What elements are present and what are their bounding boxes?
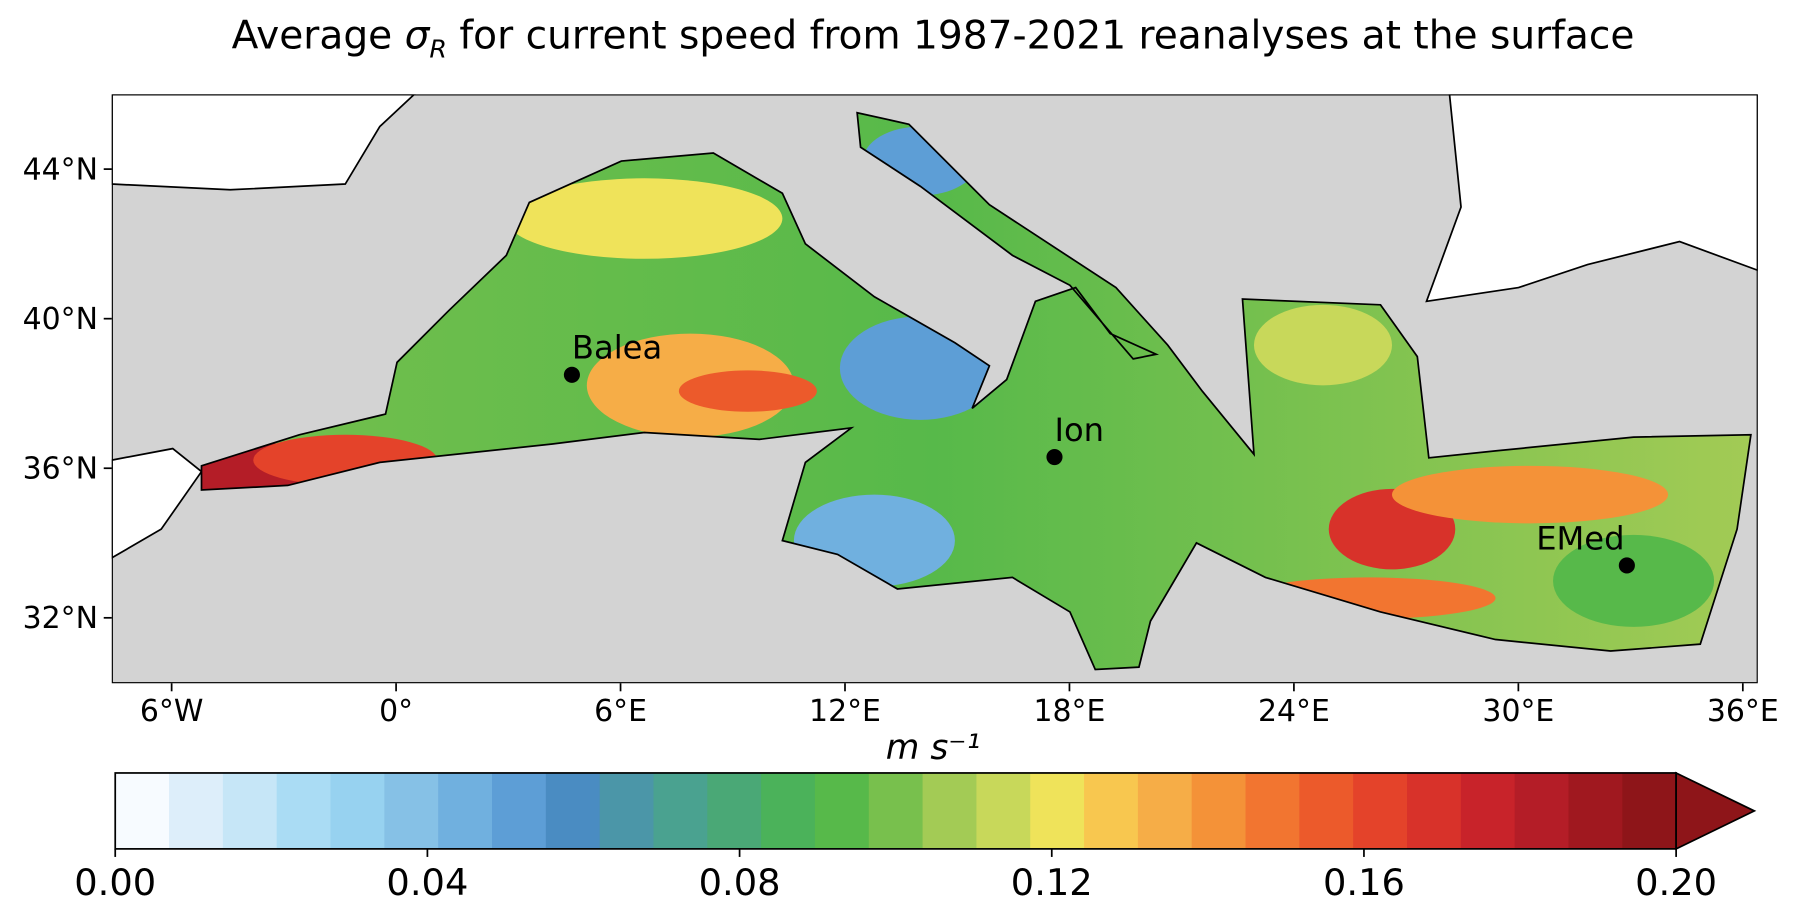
colorbar-bin [707,772,762,849]
colorbar-bin [653,772,708,849]
x-tick-label: 36°E [1707,694,1779,729]
colorbar-bin [814,772,870,849]
colorbar-bin [1191,772,1247,849]
station-point [1046,448,1063,466]
colorbar-tick-label: 0.04 [386,861,468,904]
title-text: for current speed from 1987-2021 reanaly… [447,13,1634,58]
colorbar-bin [1460,772,1516,849]
colorbar-bin [599,772,655,849]
colorbar-tick-label: 0.12 [1011,861,1093,904]
coastline [200,111,1752,671]
colorbar-bin [1407,772,1462,849]
colorbar-bin [169,772,224,849]
colorbar-bin [1245,772,1300,849]
colorbar-bin [1353,772,1408,849]
colorbar-bin [922,772,977,849]
x-tick-label: 30°E [1482,694,1554,729]
title-symbol: σ [405,13,431,58]
colorbar-extend [1675,771,1757,851]
land-outside [111,447,203,559]
station-label: EMed [1536,519,1624,557]
colorbar-tick-label: 0.08 [699,861,781,904]
land-outside [111,94,416,191]
colorbar-bin [1030,772,1085,849]
colorbar-bin [1084,772,1139,849]
x-tick-label: 0° [379,694,413,729]
station-label: Ion [1054,411,1104,449]
land-outside [1425,94,1758,303]
title-text: Average [232,13,405,58]
colorbar-bin [761,772,816,849]
colorbar-bin [868,772,924,849]
x-tick-label: 6°W [140,694,204,729]
colorbar-label: m s⁻¹ [886,728,981,768]
colorbar-tick-label: 0.00 [74,861,156,904]
colorbar-bin [222,772,278,849]
station-label: Balea [572,329,662,367]
colorbar-frame [114,772,1677,850]
colorbar-bin [1137,772,1193,849]
x-tick-label: 6°E [594,694,647,729]
colorbar-bin [438,772,493,849]
colorbar-bin [491,772,547,849]
colorbar-bin [384,772,439,849]
y-tick-label: 32°N [23,601,98,636]
map-area [111,94,1758,684]
colorbar-bin [330,772,385,849]
colorbar-bin [1568,772,1623,849]
colorbar-tick-label: 0.16 [1323,861,1405,904]
colorbar-bin [976,772,1031,849]
colorbar-bin [545,772,601,849]
colorbar-bin [1514,772,1570,849]
y-tick-label: 40°N [23,302,98,337]
y-tick-label: 44°N [23,152,98,187]
colorbar-bin [115,772,170,849]
colorbar-tick-label: 0.20 [1635,861,1717,904]
title-subscript: R [429,35,447,64]
x-tick-label: 12°E [809,694,881,729]
colorbar-bin [1299,772,1354,849]
x-tick-label: 18°E [1034,694,1106,729]
map-title: Average σR for current speed from 1987-2… [232,13,1635,63]
colorbar-bin [276,772,332,849]
station-point [563,366,580,383]
station-point [1618,557,1635,574]
x-tick-label: 24°E [1258,694,1330,729]
y-tick-label: 36°N [23,452,98,487]
colorbar-bin [1622,772,1677,849]
